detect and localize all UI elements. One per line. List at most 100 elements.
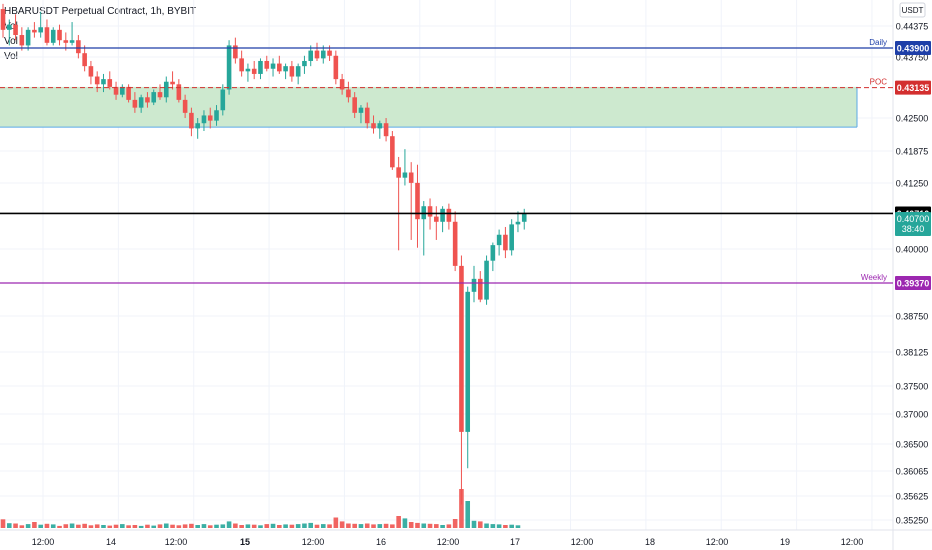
volume-bar: [383, 523, 389, 528]
candle-body: [82, 53, 87, 67]
time-axis[interactable]: 12:00 14 12:00 15 12:00 16 12:00 17 12:00 18 12:00…: [32, 537, 864, 547]
y-tick-label: 0.36500: [896, 440, 929, 450]
volume-bar: [76, 524, 81, 528]
volume-bar: [94, 524, 100, 528]
volume-bar: [113, 524, 119, 528]
volume-bar: [25, 524, 31, 528]
candle-body: [377, 123, 383, 129]
volume-bar: [308, 522, 314, 528]
volume-bar: [295, 524, 301, 528]
candle-body: [101, 79, 106, 85]
candle-body: [94, 76, 100, 85]
price-tag-label: 0.43900: [897, 44, 930, 54]
candle-body: [88, 66, 94, 77]
legend-vol-2: Vol: [4, 36, 18, 47]
volume-bar: [496, 524, 502, 528]
volume-bar: [0, 519, 6, 528]
price-tag-bg: [895, 80, 931, 95]
candle-body: [76, 40, 81, 54]
candle-body: [0, 9, 6, 30]
candle-body: [383, 123, 389, 137]
candle-body: [19, 35, 25, 46]
y-tick-label: 0.36065: [896, 467, 929, 477]
volume-bar: [32, 522, 37, 528]
candle-body: [515, 221, 521, 225]
volume-bar: [358, 524, 364, 528]
currency-box: [899, 2, 926, 18]
volume-bar: [107, 525, 113, 528]
candle-body: [484, 260, 489, 300]
candle-body: [170, 81, 175, 85]
candle-body: [13, 24, 18, 36]
volume-bar: [145, 524, 150, 528]
candle-body: [465, 291, 471, 432]
volume-bar: [333, 517, 339, 528]
volume-bar: [390, 524, 395, 528]
volume-bar: [88, 525, 94, 528]
volume-bar: [44, 523, 50, 528]
x-tick-label: 14: [106, 537, 116, 547]
candle-body: [220, 89, 226, 111]
candle-body: [446, 208, 452, 222]
candle-body: [25, 29, 31, 46]
x-tick-label: 12:00: [706, 537, 729, 547]
volume-bar: [82, 523, 87, 528]
candle-body: [226, 45, 232, 90]
candle-body: [113, 86, 119, 95]
candles: [0, 3, 527, 505]
candle-body: [371, 123, 376, 129]
chart-title: HBARUSDT Perpetual Contract, 1h, BYBIT: [4, 6, 197, 17]
volume-bar: [402, 518, 408, 528]
volume-bar: [421, 523, 427, 528]
volume-bar: [163, 523, 169, 528]
y-tick-label: 0.37500: [896, 382, 929, 392]
volume-bar: [195, 525, 200, 528]
volume-bar: [446, 524, 452, 528]
volume-bar: [490, 524, 496, 528]
volume-bar: [434, 524, 439, 528]
candle-body: [245, 68, 251, 72]
volume-bar: [408, 522, 414, 528]
y-tick-label: 0.40000: [896, 245, 929, 255]
x-tick-label: 15: [240, 537, 250, 547]
candle-body: [207, 115, 213, 121]
volume-bar: [69, 523, 75, 528]
last-price-label: 0.40700: [897, 214, 930, 224]
candle-body: [182, 99, 188, 113]
volume-bar: [132, 525, 138, 528]
candle-body: [57, 29, 62, 41]
volume-bar: [371, 524, 376, 528]
candle-body: [333, 55, 339, 80]
volume-bar: [459, 489, 464, 528]
candle-body: [339, 79, 345, 90]
volume-bar: [226, 521, 232, 528]
candle-body: [320, 50, 326, 59]
candle-body: [239, 58, 244, 72]
volume-bar: [515, 525, 521, 528]
y-tick-label: 0.42500: [896, 114, 929, 124]
candle-body: [151, 92, 157, 103]
volume-bar: [239, 525, 244, 528]
volume-bar: [126, 525, 131, 528]
candle-body: [283, 66, 288, 72]
volume-bar: [258, 525, 263, 528]
volume-bar: [214, 524, 219, 528]
candle-body: [258, 60, 263, 74]
candle-body: [434, 216, 439, 222]
candle-body: [63, 40, 69, 43]
candle-body: [277, 63, 282, 72]
x-tick-label: 17: [510, 537, 520, 547]
level-lines: Daily POC Weekly: [0, 38, 893, 284]
candle-body: [396, 167, 401, 178]
candle-body: [120, 86, 125, 95]
volume-bar: [377, 524, 383, 528]
x-tick-label: 18: [645, 537, 655, 547]
volume-bar: [364, 523, 370, 528]
volume-bar: [320, 524, 326, 528]
candle-body: [503, 234, 508, 251]
x-tick-label: 19: [780, 537, 790, 547]
price-axis[interactable]: USDT 0.44375 0.43750 0.42500 0.41875 0.41250 0…: [896, 2, 929, 526]
